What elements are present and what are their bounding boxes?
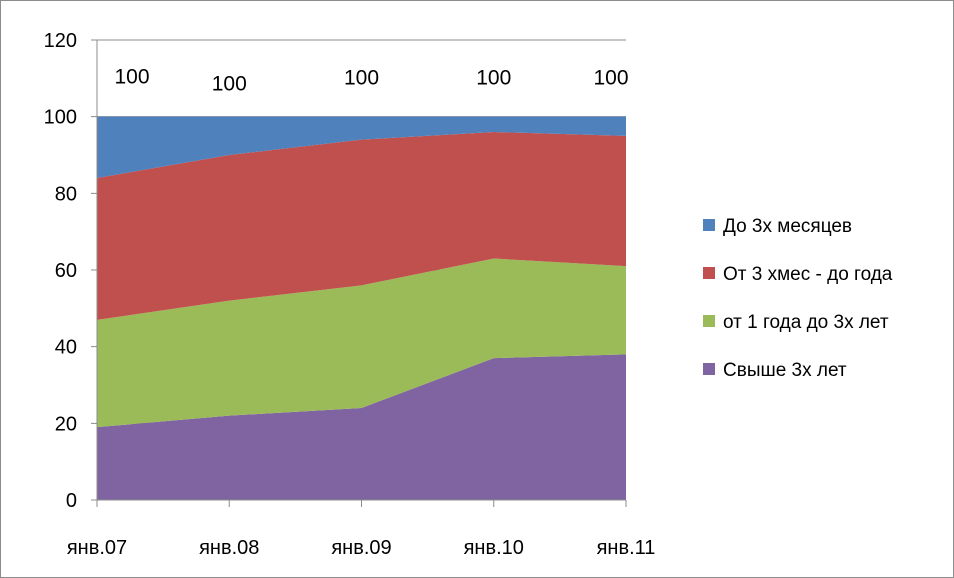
area-series-3 xyxy=(97,132,626,320)
x-tick-label: янв.09 xyxy=(331,537,391,559)
x-tick-label: янв.10 xyxy=(464,537,524,559)
legend: До 3х месяцев От 3 хмес - до года от 1 год… xyxy=(703,216,893,381)
y-tick-label: 80 xyxy=(55,183,77,205)
legend-item-label: Свыше 3х лет xyxy=(723,360,847,381)
y-tick-label: 40 xyxy=(55,337,77,359)
x-tick-label: янв.07 xyxy=(67,537,127,559)
legend-item-label: До 3х месяцев xyxy=(723,216,852,237)
y-tick-label: 60 xyxy=(55,260,77,282)
area-series-4 xyxy=(97,116,626,178)
legend-swatch xyxy=(703,363,715,375)
total-data-label: 100 xyxy=(114,66,149,89)
legend-swatch xyxy=(703,315,715,327)
total-data-label: 100 xyxy=(344,67,379,90)
total-data-label: 100 xyxy=(476,67,511,90)
legend-item-label: от 1 года до 3х лет xyxy=(723,312,889,333)
x-tick-label: янв.11 xyxy=(597,537,656,559)
y-tick-label: 100 xyxy=(44,107,77,129)
x-tick-label: янв.08 xyxy=(199,537,259,559)
area-series-1 xyxy=(97,354,626,500)
total-data-label: 100 xyxy=(212,73,247,96)
legend-swatch xyxy=(703,267,715,279)
legend-item-label: От 3 хмес - до года xyxy=(723,264,893,285)
total-data-label: 100 xyxy=(593,67,628,90)
y-tick-label: 20 xyxy=(55,413,77,435)
y-tick-label: 120 xyxy=(44,30,77,52)
legend-swatch xyxy=(703,219,715,231)
y-tick-label: 0 xyxy=(66,490,77,512)
area-series xyxy=(97,116,626,500)
